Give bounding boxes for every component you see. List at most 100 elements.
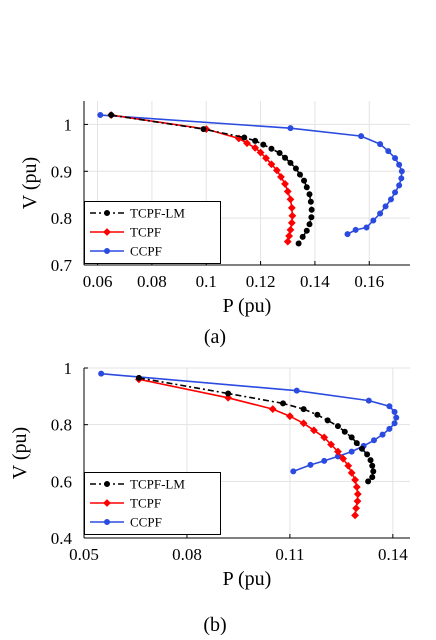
data-point (303, 227, 310, 234)
data-point (287, 218, 296, 227)
data-point (386, 403, 393, 410)
data-point (224, 393, 233, 402)
data-point (277, 173, 285, 181)
data-point (352, 504, 361, 513)
legend-marker (104, 480, 111, 487)
data-point (334, 447, 342, 456)
legend-marker (104, 519, 111, 526)
data-point (358, 445, 365, 452)
y-tick-label: 1 (64, 359, 73, 378)
x-tick-label: 0.05 (69, 545, 99, 564)
series-tcpf (134, 375, 362, 520)
data-point (280, 400, 287, 407)
legend-label: CCPF (130, 515, 162, 530)
data-point (351, 511, 360, 520)
data-point (377, 141, 384, 148)
legend-label: TCPF-LM (130, 206, 185, 221)
legend-label: TCPF-LM (130, 477, 185, 492)
data-point (200, 126, 207, 133)
x-tick-label: 0.14 (378, 545, 408, 564)
series-tcpf-lm (135, 374, 377, 485)
data-point (348, 434, 355, 441)
data-point (351, 476, 360, 484)
data-point (287, 159, 294, 166)
y-tick-label: 0.4 (51, 529, 73, 548)
y-tick-label: 0.8 (51, 209, 72, 228)
y-tick-label: 0.7 (51, 256, 73, 275)
legend-marker (104, 209, 111, 216)
data-point (396, 182, 403, 189)
data-point (135, 374, 142, 381)
legend-item: CCPF (90, 515, 162, 530)
data-point (299, 233, 306, 240)
data-point (334, 423, 341, 430)
legend-marker (104, 247, 111, 254)
data-point (320, 433, 329, 442)
y-tick-label: 0.6 (51, 472, 72, 491)
data-point (288, 211, 297, 220)
data-point (365, 397, 372, 404)
legend-item: TCPF (90, 496, 161, 511)
y-tick-label: 0.9 (51, 162, 72, 181)
data-point (307, 461, 314, 468)
data-point (370, 468, 377, 475)
chart-caption: (a) (204, 326, 226, 348)
data-point (379, 431, 386, 438)
x-tick-label: 0.16 (354, 272, 384, 291)
data-point (339, 454, 347, 463)
data-point (283, 237, 292, 246)
data-point (256, 148, 265, 157)
data-point (348, 448, 355, 455)
x-tick-label: 0.08 (172, 545, 202, 564)
data-point (314, 411, 321, 418)
data-point (382, 203, 389, 210)
data-point (295, 240, 302, 247)
data-point (310, 426, 318, 435)
data-point (387, 196, 394, 203)
data-point (392, 155, 399, 162)
x-tick-label: 0.11 (275, 545, 304, 564)
data-point (306, 191, 313, 198)
data-point (285, 232, 294, 240)
data-point (283, 187, 292, 196)
x-tick-label: 0.12 (246, 272, 276, 291)
data-point (396, 161, 403, 168)
data-point (365, 478, 372, 485)
x-axis-label: P (pu) (223, 295, 272, 317)
data-point (108, 112, 115, 119)
data-point (300, 406, 307, 413)
x-tick-label: 0.1 (196, 272, 217, 291)
data-point (306, 221, 313, 228)
legend-label: CCPF (130, 244, 162, 259)
data-point (364, 451, 371, 458)
data-point (225, 390, 232, 397)
legend-label: TCPF (130, 496, 161, 511)
series-tcpf (107, 111, 297, 246)
data-point (307, 198, 314, 205)
legend-label: TCPF (130, 225, 161, 240)
data-point (358, 133, 365, 140)
x-tick-label: 0.06 (83, 272, 113, 291)
data-point (352, 226, 359, 233)
data-point (344, 231, 351, 238)
y-tick-label: 0.8 (51, 416, 72, 435)
data-point (98, 370, 105, 377)
data-point (308, 214, 315, 221)
y-axis-label: V (pu) (19, 157, 41, 209)
data-point (251, 143, 260, 152)
data-point (286, 195, 295, 204)
data-point (260, 141, 267, 148)
data-point (344, 461, 353, 470)
legend-item: TCPF-LM (90, 206, 185, 221)
data-point (398, 175, 405, 182)
x-tick-label: 0.14 (300, 272, 330, 291)
legend-item: TCPF (90, 225, 161, 240)
data-point (276, 150, 283, 157)
data-point (391, 408, 398, 415)
legend: TCPF-LM TCPF CCPF (84, 201, 221, 264)
legend-item: TCPF-LM (90, 477, 185, 492)
x-tick-label: 0.08 (137, 272, 167, 291)
data-point (286, 225, 295, 234)
series-ccpf (98, 370, 400, 475)
